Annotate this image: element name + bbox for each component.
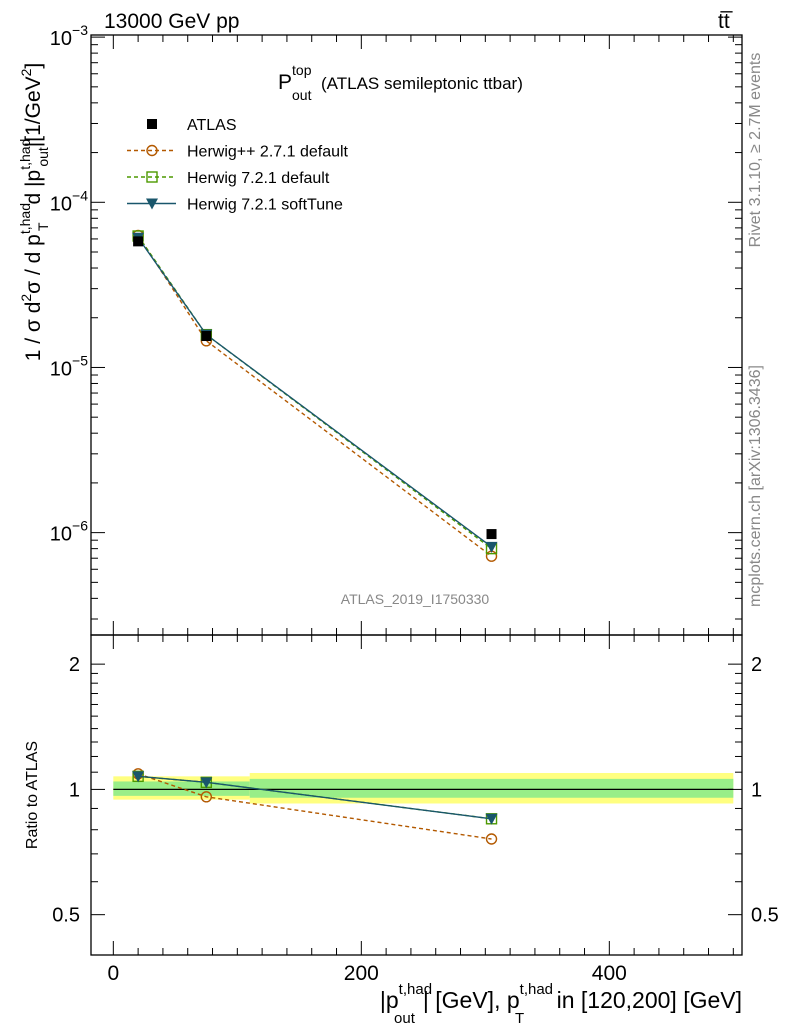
legend-marker-herwig-7-2-1-softtune [146,198,158,210]
y-tick-label: 10−6 [50,518,88,546]
main-point-atlas [133,236,144,247]
ratio-axis-label: Ratio to ATLAS [24,741,41,849]
x-tick-label: 400 [592,962,627,985]
ratio-point-herwig-7-2-1-softtune [132,771,145,783]
y-axis-label: 1 / σ d2σ / d pt,had Td |pt,had out|[1/GeV… [17,63,51,362]
legend-label-herwig-2-7-1-default: Herwig++ 2.7.1 default [187,144,349,161]
ratio-tick-label-left: 0.5 [52,905,80,927]
ratio-tick-label-right: 2 [751,654,762,676]
ratio-tick-label-left: 1 [69,779,80,801]
ratio-point-herwig-7-2-1-softtune [485,813,498,825]
x-axis-label: |pt,had out| [GeV], pt,had T in [120,200] … [380,981,742,1024]
legend-marker-herwig-7-2-1-default [146,171,158,183]
ratio-point-herwig-2-7-1-default [485,833,498,845]
ratio-tick-label-left: 2 [69,654,80,676]
main-axis-ticks: 10−3 10−4 10−5 10−6 [50,22,742,635]
energy-label: 13000 GeV pp [104,10,239,33]
legend-marker-herwig-2-7-1-default [146,144,158,157]
ratio-tick-label-right: 0.5 [751,905,779,927]
ratio-point-herwig-7-2-1-softtune [200,777,213,789]
main-point-herwig-7-2-1-softtune [485,541,498,553]
ratio-point-herwig-2-7-1-default [200,791,213,803]
x-tick-label: 0 [107,962,119,985]
mcplots-label: mcplots.cern.ch [arXiv:1306.3436] [747,365,764,607]
legend-label-atlas: ATLAS [187,117,237,134]
legend: ATLAS Herwig++ 2.7.1 default Herwig 7.2.1 … [127,117,349,214]
main-point-atlas [486,529,497,540]
ratio-line-herwig-2-7-1-default [137,773,492,840]
ratio-series-group [132,768,498,845]
main-line-herwig-7-2-1-softtune [137,237,492,548]
main-series-group [132,229,498,562]
y-tick-label: 10−4 [50,187,88,215]
main-line-herwig-7-2-1-default [137,235,492,550]
ratio-plot-frame [90,634,743,956]
plot-title: Ptop out(ATLAS semileptonic ttbar) [278,62,523,103]
legend-label-herwig-7-2-1-softtune: Herwig 7.2.1 softTune [187,197,343,214]
ratio-tick-label-right: 1 [751,779,762,801]
ratio-axis-ticks: 0 200 400 0.5 0.5 1 1 2 2 [52,635,779,985]
analysis-id: ATLAS_2019_I1750330 [341,591,490,607]
y-tick-label: 10−3 [50,22,88,50]
process-label: tt̅ [718,10,734,33]
y-tick-label: 10−5 [50,352,88,380]
ratio-band-inner-1 [249,778,734,798]
rivet-label: Rivet 3.1.10, ≥ 2.7M events [747,53,764,248]
legend-label-herwig-7-2-1-default: Herwig 7.2.1 default [187,170,330,187]
x-tick-label: 200 [344,962,379,985]
legend-marker-atlas [147,119,157,129]
main-point-atlas [201,331,212,342]
